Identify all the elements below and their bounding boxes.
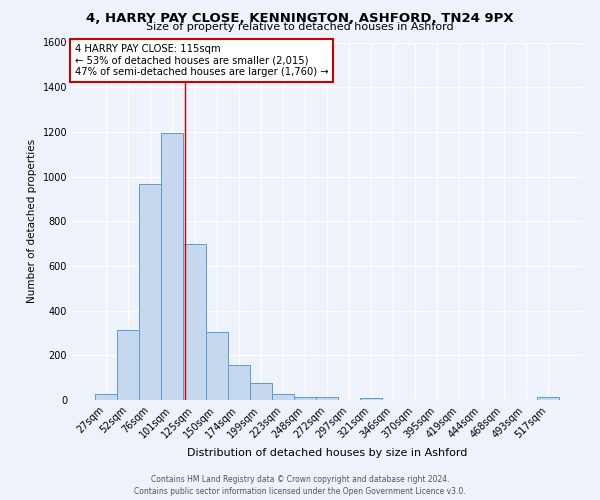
Bar bbox=[206, 332, 227, 400]
Bar bbox=[161, 133, 184, 400]
Text: Contains HM Land Registry data © Crown copyright and database right 2024.
Contai: Contains HM Land Registry data © Crown c… bbox=[134, 475, 466, 496]
X-axis label: Distribution of detached houses by size in Ashford: Distribution of detached houses by size … bbox=[187, 448, 467, 458]
Bar bbox=[537, 396, 559, 400]
Bar bbox=[316, 396, 338, 400]
Bar bbox=[360, 398, 382, 400]
Text: 4, HARRY PAY CLOSE, KENNINGTON, ASHFORD, TN24 9PX: 4, HARRY PAY CLOSE, KENNINGTON, ASHFORD,… bbox=[86, 12, 514, 26]
Bar bbox=[294, 396, 316, 400]
Bar bbox=[227, 366, 250, 400]
Bar bbox=[250, 383, 272, 400]
Bar bbox=[95, 394, 117, 400]
Y-axis label: Number of detached properties: Number of detached properties bbox=[27, 139, 37, 304]
Bar bbox=[184, 244, 206, 400]
Text: 4 HARRY PAY CLOSE: 115sqm
← 53% of detached houses are smaller (2,015)
47% of se: 4 HARRY PAY CLOSE: 115sqm ← 53% of detac… bbox=[74, 44, 328, 78]
Bar bbox=[117, 330, 139, 400]
Bar bbox=[272, 394, 294, 400]
Text: Size of property relative to detached houses in Ashford: Size of property relative to detached ho… bbox=[146, 22, 454, 32]
Bar bbox=[139, 184, 161, 400]
